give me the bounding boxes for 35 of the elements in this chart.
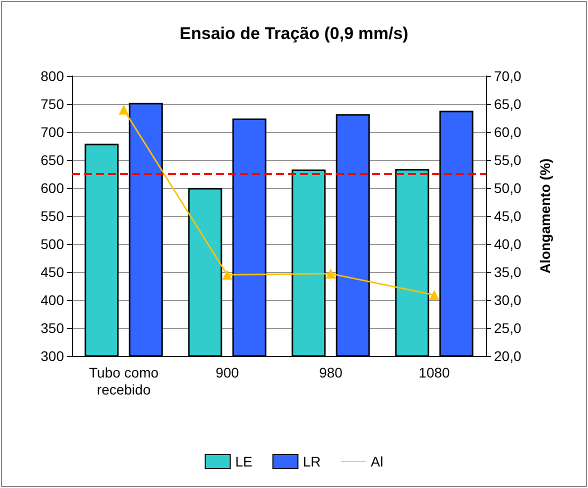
x-tick-label: 1080 [418, 364, 450, 380]
y-tick-label: 500 [40, 236, 64, 252]
chart-title: Ensaio de Tração (0,9 mm/s) [180, 24, 408, 43]
y2-tick-label: 25,0 [494, 320, 522, 336]
y2-tick-label: 45,0 [494, 208, 522, 224]
x-tick-label: Tubo como recebido [88, 364, 159, 398]
point [326, 268, 336, 279]
y-tick-label: 450 [40, 264, 64, 280]
y-tick-label: 600 [40, 180, 64, 196]
point [222, 270, 232, 280]
point [118, 104, 129, 115]
legend-label: LR [302, 454, 321, 470]
y-tick-label: 550 [40, 208, 64, 224]
y2-tick-label: 50,0 [494, 180, 522, 196]
y2-tick-label: 65,0 [494, 96, 522, 112]
legend-label: LE [235, 454, 252, 470]
y-tick-label: 350 [40, 320, 64, 336]
y2-tick-label: 40,0 [494, 236, 522, 252]
y-tick-label: 700 [40, 124, 64, 140]
y2-tick-label: 70,0 [494, 68, 522, 84]
y-tick-label: 800 [40, 68, 64, 84]
x-tick-label: 980 [319, 364, 343, 380]
y-tick-label: 400 [40, 292, 64, 308]
y2-tick-label: 60,0 [494, 124, 522, 140]
point [429, 290, 440, 300]
y2-axis-title: Alongamento (%) [537, 158, 553, 274]
x-tick-label: 900 [216, 364, 240, 380]
y2-tick-label: 20,0 [494, 348, 522, 364]
y-tick-label: 300 [40, 348, 64, 364]
legend-label: Al [370, 454, 384, 470]
y-tick-label: 750 [40, 96, 64, 112]
y2-tick-label: 55,0 [494, 152, 522, 168]
y-tick-label: 650 [40, 152, 64, 168]
y2-tick-label: 35,0 [494, 264, 522, 280]
y2-tick-label: 30,0 [494, 292, 522, 308]
